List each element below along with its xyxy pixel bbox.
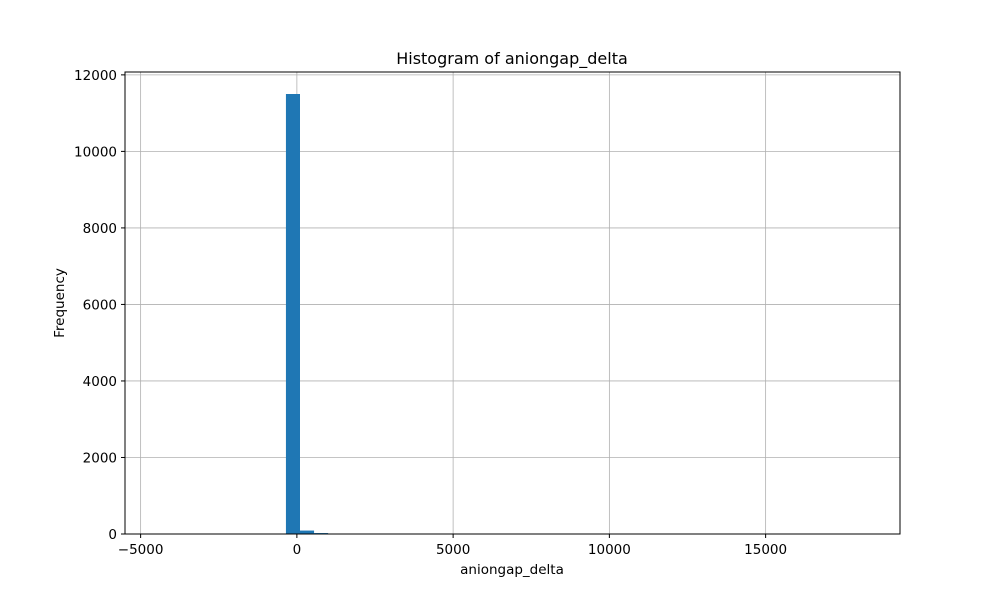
x-tick-label: 15000 [744,542,787,558]
x-axis-ticks: −5000 0 5000 10000 15000 [118,534,787,558]
y-axis-ticks: 0 2000 4000 6000 8000 10000 12000 [74,68,125,543]
histogram-bar [285,94,300,534]
y-tick-label: 10000 [74,144,117,160]
y-tick-label: 0 [108,527,117,543]
y-tick-label: 6000 [83,297,117,313]
chart-title: Histogram of aniongap_delta [396,49,628,69]
y-tick-label: 8000 [83,221,117,237]
x-tick-label: −5000 [118,542,164,558]
y-tick-label: 2000 [83,450,117,466]
x-tick-label: 0 [293,542,302,558]
x-tick-label: 10000 [588,542,631,558]
histogram-bar [300,530,315,534]
y-tick-label: 12000 [74,68,117,84]
y-axis-label: Frequency [52,268,68,338]
x-axis-label: aniongap_delta [460,562,564,578]
plot-frame [124,71,901,535]
x-tick-label: 5000 [436,542,470,558]
y-tick-label: 4000 [83,374,117,390]
